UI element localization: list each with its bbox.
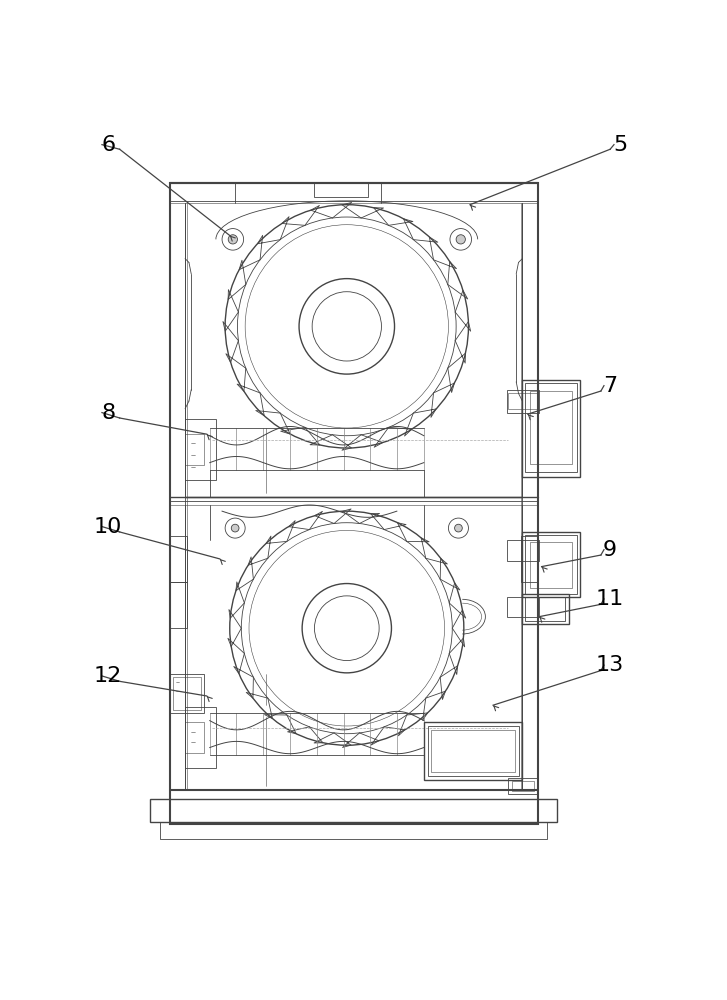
Text: 5: 5	[613, 135, 627, 155]
Bar	[521, 536, 538, 582]
Text: 7: 7	[603, 376, 617, 396]
Text: 8: 8	[101, 403, 115, 423]
Bar	[150, 799, 557, 822]
Bar	[169, 582, 187, 628]
Bar	[507, 540, 539, 561]
Text: 6: 6	[101, 135, 115, 155]
Text: 9: 9	[603, 540, 617, 560]
Bar	[513, 781, 534, 791]
Bar	[185, 722, 204, 753]
Bar	[185, 707, 216, 768]
Bar	[432, 730, 515, 772]
Bar	[427, 726, 518, 776]
Bar	[161, 822, 547, 839]
Bar	[523, 532, 580, 597]
Bar	[526, 383, 577, 472]
Circle shape	[454, 524, 462, 532]
Circle shape	[228, 235, 238, 244]
Text: 12: 12	[94, 666, 122, 686]
Text: 11: 11	[596, 589, 624, 609]
Circle shape	[231, 524, 239, 532]
Bar	[526, 535, 577, 594]
Bar	[424, 722, 523, 780]
Bar	[507, 597, 539, 617]
Bar	[507, 389, 539, 413]
Bar	[530, 391, 572, 464]
Bar	[173, 677, 201, 710]
Bar	[169, 536, 187, 582]
Bar	[508, 393, 538, 409]
Bar	[530, 542, 572, 588]
Bar	[185, 419, 216, 480]
Bar	[185, 434, 204, 465]
Bar	[526, 597, 566, 621]
Bar	[523, 380, 580, 477]
Bar	[169, 183, 538, 824]
Bar	[169, 674, 204, 713]
Text: 10: 10	[94, 517, 122, 537]
Bar	[523, 594, 569, 624]
Circle shape	[456, 235, 465, 244]
Bar	[315, 183, 369, 197]
Bar	[508, 778, 538, 794]
Text: 13: 13	[596, 655, 624, 675]
